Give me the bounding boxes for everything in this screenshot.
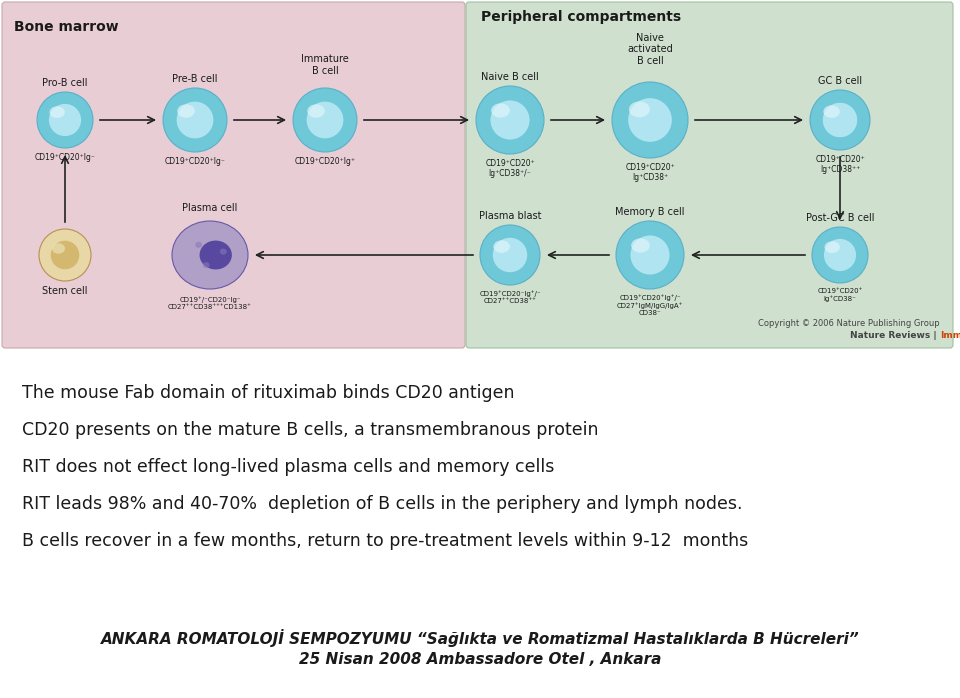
Ellipse shape [52,244,65,253]
Ellipse shape [825,242,840,253]
Ellipse shape [629,101,650,117]
Ellipse shape [480,225,540,285]
Text: CD19⁺CD20⁺
Ig⁺CD38⁺: CD19⁺CD20⁺ Ig⁺CD38⁺ [625,163,675,182]
Ellipse shape [491,101,530,140]
Text: Bone marrow: Bone marrow [14,20,119,34]
Text: Plasma blast: Plasma blast [479,211,541,221]
Ellipse shape [200,241,232,269]
Ellipse shape [631,235,669,274]
Ellipse shape [823,103,857,138]
Text: CD19⁺CD20⁺Ig⁻: CD19⁺CD20⁺Ig⁻ [35,153,95,162]
Ellipse shape [178,104,195,118]
Text: B cells recover in a few months, return to pre-treatment levels within 9-12  mon: B cells recover in a few months, return … [22,532,748,550]
Text: CD19⁺CD20⁺
Ig⁺CD38⁺⁺: CD19⁺CD20⁺ Ig⁺CD38⁺⁺ [815,155,865,174]
Ellipse shape [220,248,227,255]
Ellipse shape [616,221,684,289]
Ellipse shape [203,262,209,268]
Ellipse shape [493,240,510,253]
Text: Immature
B cell: Immature B cell [301,54,348,76]
Text: Memory B cell: Memory B cell [615,207,684,217]
Ellipse shape [631,238,650,253]
Ellipse shape [628,98,672,142]
Text: Post-GC B cell: Post-GC B cell [805,213,875,223]
Text: CD19⁺CD20⁺Ig⁺: CD19⁺CD20⁺Ig⁺ [295,157,355,166]
Ellipse shape [824,239,856,271]
Text: Stem cell: Stem cell [42,286,87,296]
Text: The mouse Fab domain of rituximab binds CD20 antigen: The mouse Fab domain of rituximab binds … [22,384,515,402]
Ellipse shape [306,102,344,138]
Text: RIT does not effect long-lived plasma cells and memory cells: RIT does not effect long-lived plasma ce… [22,458,554,476]
Ellipse shape [177,102,213,138]
Text: GC B cell: GC B cell [818,76,862,86]
FancyBboxPatch shape [2,2,465,348]
Ellipse shape [824,105,840,118]
Ellipse shape [476,86,544,154]
Text: CD19⁺/⁻CD20⁻Ig⁻
CD27⁺⁺CD38⁺⁺⁺CD138⁺: CD19⁺/⁻CD20⁻Ig⁻ CD27⁺⁺CD38⁺⁺⁺CD138⁺ [168,296,252,310]
Ellipse shape [812,227,868,283]
Text: Naive
activated
B cell: Naive activated B cell [627,33,673,66]
Ellipse shape [195,242,202,248]
Text: CD20 presents on the mature B cells, a transmembranous protein: CD20 presents on the mature B cells, a t… [22,421,598,439]
Text: CD19⁺CD20⁺
Ig⁺CD38⁻: CD19⁺CD20⁺ Ig⁺CD38⁻ [817,288,863,302]
Text: RIT leads 98% and 40-70%  depletion of B cells in the periphery and lymph nodes.: RIT leads 98% and 40-70% depletion of B … [22,495,742,513]
Ellipse shape [492,238,527,272]
Ellipse shape [37,92,93,148]
Text: CD19⁺CD20⁺Ig⁺/⁻
CD27⁺IgM/IgG/IgA⁺
CD38⁻: CD19⁺CD20⁺Ig⁺/⁻ CD27⁺IgM/IgG/IgA⁺ CD38⁻ [617,294,684,315]
Text: CD19⁺CD20⁻Ig⁺/⁻
CD27⁺⁺CD38⁺⁺: CD19⁺CD20⁻Ig⁺/⁻ CD27⁺⁺CD38⁺⁺ [479,290,540,304]
Ellipse shape [39,229,91,281]
Ellipse shape [810,90,870,150]
Text: ANKARA ROMATOLOJİ SEMPOZYUMU “Sağlıkta ve Romatizmal Hastalıklarda B Hücreleri”: ANKARA ROMATOLOJİ SEMPOZYUMU “Sağlıkta v… [101,629,859,647]
Text: Peripheral compartments: Peripheral compartments [481,10,682,24]
Ellipse shape [50,106,65,118]
Ellipse shape [163,88,227,152]
Text: Plasma cell: Plasma cell [182,203,238,213]
Text: CD19⁺CD20⁺
Ig⁺CD38⁺/⁻: CD19⁺CD20⁺ Ig⁺CD38⁺/⁻ [485,159,535,179]
Text: Pro-B cell: Pro-B cell [42,78,87,88]
Ellipse shape [307,104,324,118]
Text: Immunology: Immunology [940,331,960,340]
Text: CD19⁺CD20⁺Ig⁻: CD19⁺CD20⁺Ig⁻ [164,157,226,166]
Ellipse shape [492,103,510,118]
Ellipse shape [293,88,357,152]
Text: Pre-B cell: Pre-B cell [172,74,218,84]
Text: Copyright © 2006 Nature Publishing Group: Copyright © 2006 Nature Publishing Group [758,319,940,328]
Ellipse shape [612,82,688,158]
Ellipse shape [49,104,81,136]
Ellipse shape [172,221,248,289]
FancyBboxPatch shape [466,2,953,348]
Text: Naive B cell: Naive B cell [481,72,539,82]
Text: 25 Nisan 2008 Ambassadore Otel , Ankara: 25 Nisan 2008 Ambassadore Otel , Ankara [299,653,661,667]
Text: Nature Reviews |: Nature Reviews | [851,331,940,340]
Ellipse shape [51,241,80,269]
